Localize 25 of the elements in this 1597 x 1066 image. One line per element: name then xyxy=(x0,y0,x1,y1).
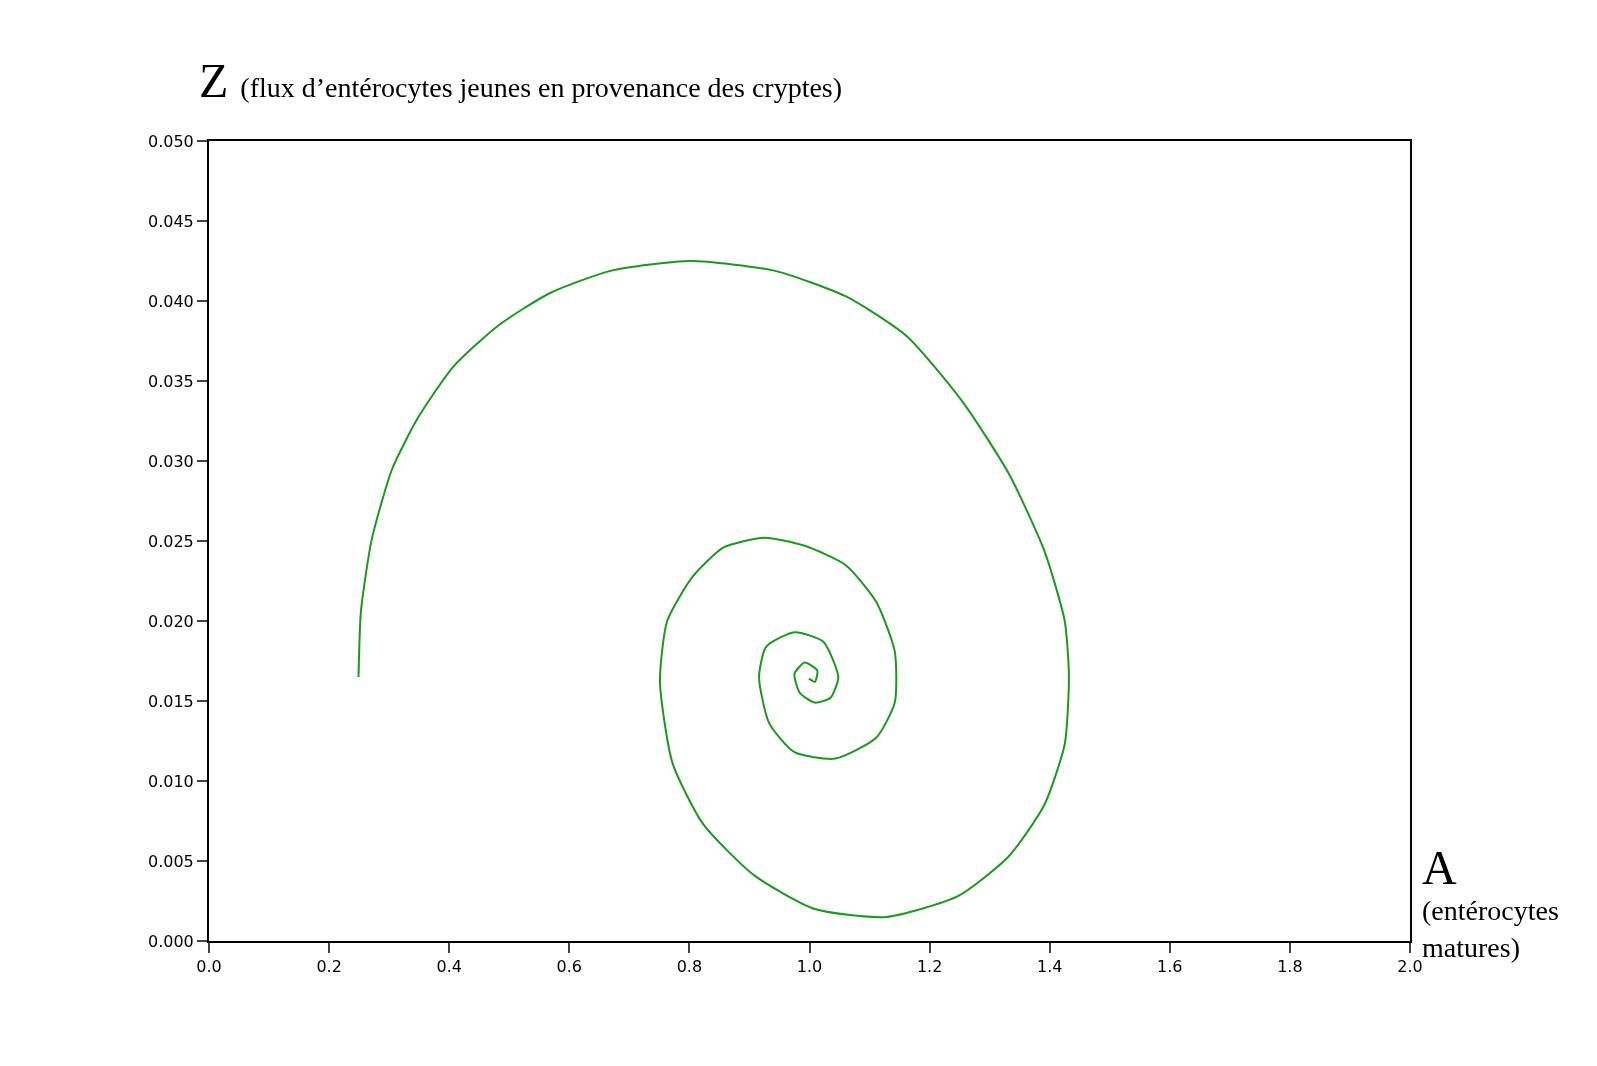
x-tick-label: 0.6 xyxy=(556,957,583,977)
y-tick-label: 0.045 xyxy=(147,211,194,231)
y-tick-label: 0.035 xyxy=(147,371,194,391)
x-tick-label: 1.6 xyxy=(1157,957,1183,977)
y-tick-label: 0.000 xyxy=(147,931,194,951)
y-tick-label: 0.030 xyxy=(147,451,194,471)
line-series xyxy=(357,260,1070,918)
y-tick-label: 0.010 xyxy=(147,771,194,791)
x-tick-label: 1.2 xyxy=(916,957,943,977)
x-tick-label: 0.4 xyxy=(436,957,462,977)
x-tick-label: 0.0 xyxy=(196,957,222,977)
y-tick-label: 0.025 xyxy=(147,531,194,551)
x-tick-label: 0.8 xyxy=(676,957,703,977)
y-tick-label: 0.015 xyxy=(147,691,194,711)
y-tick-label: 0.020 xyxy=(147,611,194,631)
x-tick-label: 1.4 xyxy=(1036,957,1063,977)
y-tick-label: 0.050 xyxy=(147,131,194,151)
y-axis-title: Z (flux d’entérocytes jeunes en provenance des cryptes) xyxy=(199,54,843,107)
x-tick-label: 1.8 xyxy=(1277,957,1303,977)
x-axis-title: A (entérocytes matures) xyxy=(1422,841,1559,963)
x-tick-label: 0.2 xyxy=(316,957,342,977)
x-tick-label: 1.0 xyxy=(796,957,823,977)
y-tick-label: 0.005 xyxy=(147,851,194,871)
y-tick-label: 0.040 xyxy=(147,291,194,311)
x-tick-label: 2.0 xyxy=(1397,957,1423,977)
